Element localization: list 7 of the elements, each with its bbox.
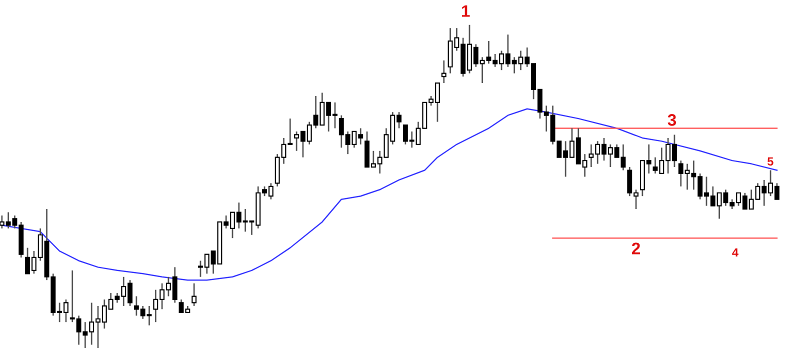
candlestick (192, 282, 197, 307)
annotation: 5 (767, 157, 774, 166)
text: 1 (462, 5, 470, 17)
annotation: 3 (668, 114, 676, 126)
candlestick (441, 60, 446, 84)
annotation: 2 (632, 242, 640, 254)
annotation: 4 (732, 248, 738, 257)
